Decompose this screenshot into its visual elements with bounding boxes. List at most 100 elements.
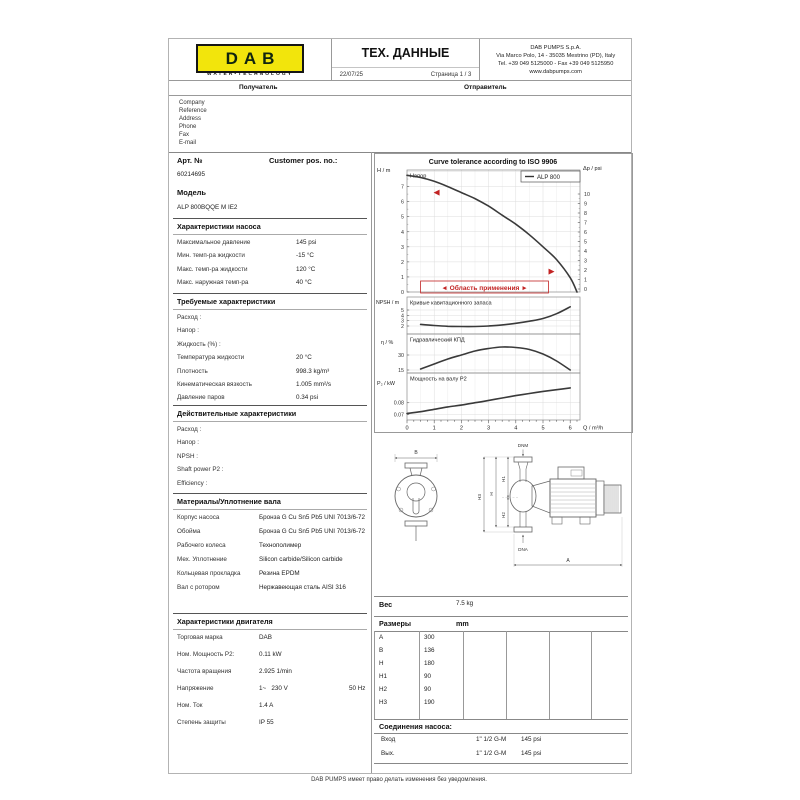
document-header: DAB WATER•TECHNOLOGY ТЕХ. ДАННЫЕ 22/07/2… [169,39,631,81]
spec-row: Расход : [173,314,367,327]
axis-title-p2: P₂ / kW [377,381,396,387]
y-tick-label: 3 [401,245,404,251]
weight-value: 7.5 kg [456,600,474,607]
right-tick-label: 7 [584,221,587,227]
axis-title-npsh: NPSH / m [376,300,399,306]
connection-row: Вход 1" 1/2 G-M 145 psi [371,736,625,750]
spec-label: Температура жидкости [177,354,245,362]
chart-panel-eta: 15 30 Гидравлический КПД [398,333,581,374]
dimension-row: H1 90 [371,673,625,686]
spec-row: Мех. Уплотнение Silicon carbide/Silicon c… [173,556,367,570]
dab-logo: DAB [196,44,304,73]
head-curve [406,174,578,293]
document-date: 22/07/25 [339,72,364,78]
power-curve [406,387,571,415]
dim-label-dna: DNA [518,547,529,552]
spec-row: Кинематическая вязкость 1.005 mm²/s [173,381,367,394]
parties-divider [169,95,631,96]
spec-value: 998.3 kg/m³ [296,367,330,375]
connection-pressure: 145 psi [521,750,542,757]
article-number-label: Арт. № [177,156,203,165]
y-tick-label: 0 [401,290,404,296]
spec-label: Расход : [177,314,202,321]
connection-pressure: 145 psi [521,736,542,743]
chart-legend: ALP 800 [520,170,581,183]
spec-value: 2.925 1/min [259,668,292,675]
spec-label: Корпус насоса [177,514,220,521]
spec-row: Макс. темп-ра жидкости 120 °C [173,266,367,279]
spec-row: Частота вращения 2.925 1/min [173,668,367,685]
company-address: DAB PUMPS S.p.A. Via Marco Polo, 14 - 350… [480,44,631,76]
y-tick-label: 15 [398,368,404,374]
x-tick-label: 6 [569,426,572,432]
npsh-curve [419,306,571,328]
x-tick-label: 4 [514,426,517,432]
section-required-characteristics: Требуемые характеристики Расход : Напор :… [173,293,367,408]
dimension-name: H3 [379,699,388,706]
header-subrow: 22/07/25 Страница 1 / 3 [331,67,480,81]
y-tick-label: 2 [401,260,404,266]
divider [374,763,628,764]
dimensions-table: A 300 B 136 H 180 H1 90 H2 90 H3 190 [371,634,625,712]
y-tick-label: 6 [401,200,404,206]
section-rows: Расход : Напор : NPSH : Shaft power P2 : Eff… [173,422,367,493]
spec-row: Efficiency : [173,480,367,493]
connection-label: Вход [381,736,396,743]
dimension-value: 90 [424,673,432,680]
x-tick-label: 0 [405,426,408,432]
spec-row: Обойма Бронза G Cu Sn5 Pb5 UNI 7013/6-72 [173,528,367,542]
model-value: ALP 800BQQE M IE2 [177,204,238,211]
legend-label: ALP 800 [537,175,561,181]
dimensions-title: Размеры [379,619,412,628]
spec-row: Вал с ротором Нержавеющая сталь AISI 316 [173,584,367,598]
dim-label-h1: H1 [501,476,506,482]
right-tick-label: 9 [584,202,587,208]
spec-value: Silicon carbide/Silicon carbide [259,556,343,563]
right-tick-label: 5 [584,240,587,246]
spec-row: Степень защиты IP 55 [173,719,367,736]
table-column-line [549,631,550,719]
spec-value: 145 psi [296,239,317,246]
contact-fields: Company Reference Address Phone Fax E-mail [179,99,207,147]
panel-inner-label-eta: Гидравлический КПД [410,337,465,344]
right-column: Curve tolerance according to ISO 9906 0 1 2… [371,152,633,773]
dimension-name: B [379,647,384,654]
spec-row: Shaft power P2 : [173,466,367,479]
divider [374,719,628,720]
dab-logo-tagline: WATER•TECHNOLOGY [206,72,294,77]
sender-label: Отправитель [464,84,507,91]
spec-value: 1~ 230 V [259,685,288,692]
right-tick-label: 8 [584,211,587,217]
spec-label: Ном. Мощность P2: [177,651,235,658]
dimension-name: A [379,634,384,641]
spec-label: Частота вращения [177,668,232,675]
x-axis-title: Q / m³/h [583,426,603,432]
spec-value: 1.005 mm²/s [296,380,331,388]
contact-field-e-mail: E-mail [179,140,197,146]
spec-row: Напор : [173,439,367,452]
contact-field-fax: Fax [179,132,190,138]
spec-label: Плотность [177,367,208,375]
section-title: Требуемые характеристики [173,294,367,310]
section-title: Действительные характеристики [173,406,367,422]
header-title-cell: ТЕХ. ДАННЫЕ 22/07/25 Страница 1 / 3 [331,39,481,81]
spec-row: Ном. Ток 1.4 A [173,702,367,719]
address-line: www.dabpumps.com [529,69,582,75]
weight-label: Вес [379,600,393,609]
header-logo-cell: DAB WATER•TECHNOLOGY [169,39,332,80]
spec-value: 40 °C [296,279,312,287]
dimension-value: 190 [424,699,435,706]
performance-chart-box: Curve tolerance according to ISO 9906 0 1 2… [374,153,633,433]
connection-thread: 1" 1/2 G-M [476,750,507,757]
page-title: ТЕХ. ДАННЫЕ [361,46,450,60]
address-line: Tel. +39 049 5125000 - Fax +39 049 51259… [497,61,614,67]
spec-row: NPSH : [173,453,367,466]
spec-row: Жидкость (%) : [173,341,367,354]
spec-label: Кольцевая прокладка [177,570,241,577]
spec-value: 0.11 kW [259,651,282,658]
spec-label: Рабочего колеса [177,542,226,549]
spec-label: Расход : [177,426,202,433]
right-tick-label: 4 [584,249,587,255]
